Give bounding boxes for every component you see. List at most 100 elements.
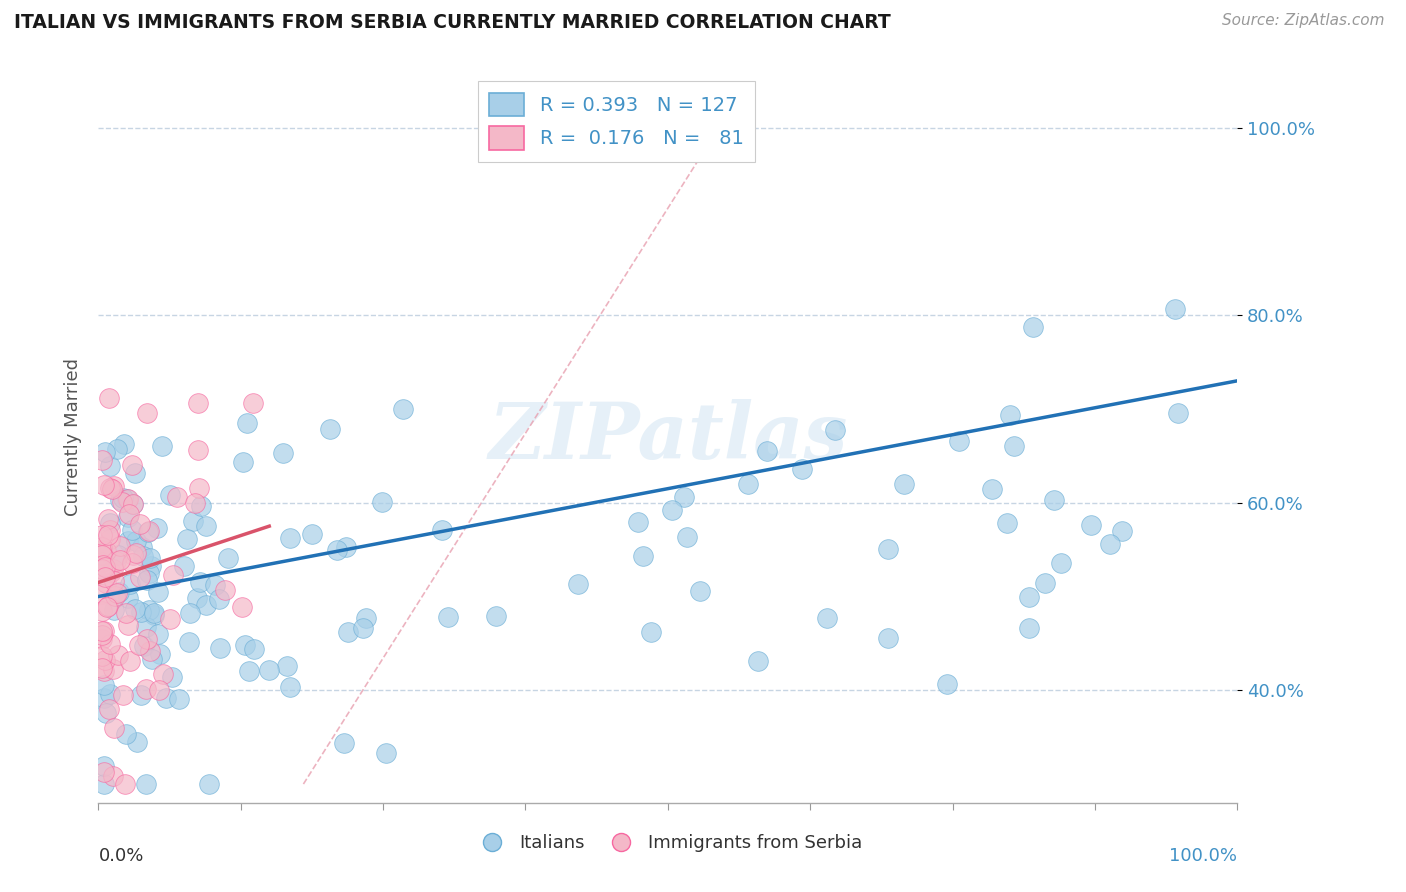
Point	[737, 477, 759, 491]
Point	[159, 612, 181, 626]
Point	[146, 626, 169, 640]
Point	[110, 553, 132, 567]
Point	[186, 591, 208, 606]
Point	[187, 396, 209, 410]
Point	[90, 452, 112, 467]
Point	[391, 401, 413, 416]
Point	[301, 527, 323, 541]
Point	[94, 444, 117, 458]
Point	[148, 683, 170, 698]
Point	[90, 624, 112, 639]
Point	[93, 549, 115, 563]
Point	[689, 584, 711, 599]
Point	[337, 624, 360, 639]
Point	[93, 777, 115, 791]
Point	[187, 443, 209, 458]
Point	[1164, 301, 1187, 316]
Point	[124, 466, 146, 480]
Point	[190, 499, 212, 513]
Point	[90, 648, 112, 663]
Point	[233, 638, 256, 652]
Point	[1111, 524, 1133, 538]
Point	[179, 606, 201, 620]
Text: 100.0%: 100.0%	[1170, 847, 1237, 864]
Point	[242, 396, 264, 410]
Point	[142, 606, 165, 620]
Point	[876, 541, 898, 556]
Point	[90, 562, 112, 576]
Point	[998, 409, 1021, 423]
Point	[756, 444, 779, 458]
Point	[257, 663, 280, 677]
Point	[93, 624, 115, 639]
Point	[238, 665, 260, 679]
Point	[90, 555, 112, 569]
Point	[354, 611, 377, 625]
Point	[117, 533, 139, 548]
Point	[121, 458, 143, 472]
Point	[319, 422, 342, 436]
Point	[90, 587, 112, 601]
Point	[676, 530, 699, 544]
Point	[135, 620, 157, 634]
Point	[121, 557, 143, 571]
Point	[128, 639, 150, 653]
Point	[93, 664, 115, 678]
Point	[97, 599, 120, 613]
Text: ITALIAN VS IMMIGRANTS FROM SERBIA CURRENTLY MARRIED CORRELATION CHART: ITALIAN VS IMMIGRANTS FROM SERBIA CURREN…	[14, 13, 891, 32]
Point	[105, 586, 128, 600]
Point	[117, 591, 139, 606]
Point	[112, 437, 135, 451]
Point	[103, 603, 125, 617]
Point	[90, 540, 112, 554]
Point	[141, 558, 163, 573]
Point	[90, 604, 112, 618]
Point	[96, 544, 118, 558]
Point	[94, 706, 117, 721]
Point	[278, 680, 301, 694]
Point	[673, 491, 696, 505]
Point	[150, 439, 173, 453]
Point	[1018, 621, 1040, 635]
Point	[111, 688, 134, 702]
Point	[97, 391, 120, 405]
Point	[208, 592, 231, 607]
Point	[108, 493, 131, 508]
Point	[187, 481, 209, 495]
Point	[631, 549, 654, 563]
Point	[118, 576, 141, 591]
Point	[93, 691, 115, 706]
Point	[980, 483, 1002, 497]
Point	[1035, 576, 1057, 591]
Point	[91, 558, 114, 572]
Point	[1022, 320, 1045, 334]
Point	[567, 577, 589, 591]
Point	[98, 516, 121, 530]
Point	[90, 528, 112, 542]
Point	[101, 482, 124, 496]
Point	[183, 514, 205, 528]
Point	[1018, 591, 1040, 605]
Point	[936, 677, 959, 691]
Point	[790, 461, 813, 475]
Point	[430, 523, 453, 537]
Point	[120, 655, 142, 669]
Point	[129, 605, 152, 619]
Point	[142, 607, 165, 622]
Point	[276, 659, 298, 673]
Point	[125, 735, 148, 749]
Point	[204, 577, 226, 591]
Point	[101, 769, 124, 783]
Point	[1050, 556, 1073, 570]
Point	[217, 551, 239, 566]
Point	[135, 632, 157, 646]
Point	[90, 628, 112, 642]
Point	[138, 603, 160, 617]
Point	[94, 576, 117, 591]
Point	[90, 632, 112, 646]
Point	[152, 667, 174, 681]
Point	[111, 495, 134, 509]
Point	[93, 765, 115, 780]
Point	[141, 651, 163, 665]
Point	[1167, 406, 1189, 420]
